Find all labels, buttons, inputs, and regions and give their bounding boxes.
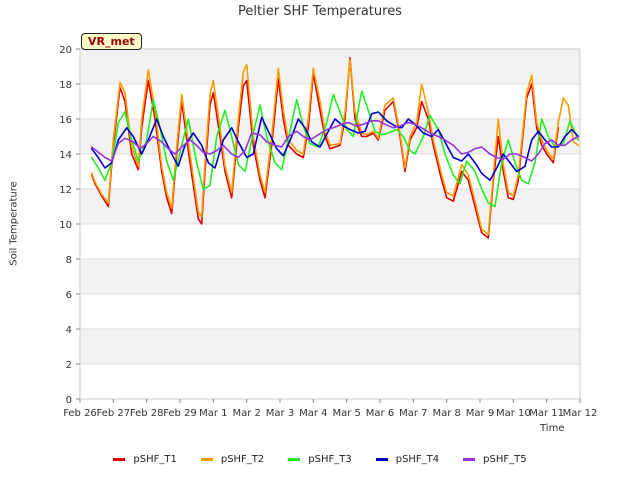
x-tick-label: Feb 27 xyxy=(97,408,131,419)
legend-swatch xyxy=(375,458,388,461)
x-tick-label: Mar 12 xyxy=(563,408,598,419)
x-tick-label: Feb 26 xyxy=(63,408,97,419)
legend-item-pSHF_T4: pSHF_T4 xyxy=(375,454,440,465)
grid-band xyxy=(80,189,580,224)
series-line-pSHF_T1 xyxy=(90,56,560,239)
y-tick-label: 14 xyxy=(59,150,72,161)
legend-label: pSHF_T4 xyxy=(395,454,440,465)
grid-band xyxy=(80,329,580,364)
legend-item-pSHF_T2: pSHF_T2 xyxy=(200,454,265,465)
y-tick-label: 4 xyxy=(66,325,72,336)
y-tick-label: 6 xyxy=(66,290,72,301)
x-tick-label: Feb 29 xyxy=(163,408,197,419)
x-tick-label: Mar 5 xyxy=(332,408,360,419)
chart-title: Peltier SHF Temperatures xyxy=(238,4,402,19)
series-line-pSHF_T5 xyxy=(90,120,580,162)
y-tick-label: 16 xyxy=(59,115,72,126)
y-tick-label: 10 xyxy=(59,220,72,231)
grid-band xyxy=(80,294,580,329)
legend: pSHF_T1 pSHF_T2 pSHF_T3 pSHF_T4 pSHF_T5 xyxy=(0,454,640,465)
x-tick-label: Mar 10 xyxy=(496,408,531,419)
x-tick-label: Mar 11 xyxy=(529,408,564,419)
legend-swatch xyxy=(113,458,126,461)
x-axis-label: Time xyxy=(540,423,565,434)
grid-band xyxy=(80,49,580,84)
grid-band xyxy=(80,259,580,294)
legend-swatch xyxy=(288,458,301,461)
y-tick-label: 18 xyxy=(59,80,72,91)
legend-label: pSHF_T5 xyxy=(483,454,527,465)
x-tick-label: Mar 2 xyxy=(232,408,260,419)
legend-item-pSHF_T3: pSHF_T3 xyxy=(288,454,352,465)
series-line-pSHF_T3 xyxy=(90,90,580,208)
legend-label: pSHF_T2 xyxy=(220,454,265,465)
y-tick-label: 8 xyxy=(66,255,72,266)
legend-label: pSHF_T3 xyxy=(308,454,352,465)
legend-swatch xyxy=(200,458,213,461)
x-tick-label: Mar 4 xyxy=(299,408,327,419)
y-tick-label: 20 xyxy=(59,45,72,56)
series-line-pSHF_T2 xyxy=(90,58,580,236)
station-badge: VR_met xyxy=(81,33,142,50)
legend-item-pSHF_T5: pSHF_T5 xyxy=(463,454,527,465)
y-tick-label: 12 xyxy=(59,185,72,196)
x-tick-label: Mar 7 xyxy=(399,408,427,419)
grid-band xyxy=(80,364,580,399)
legend-swatch xyxy=(463,458,476,461)
x-tick-label: Mar 9 xyxy=(466,408,494,419)
x-tick-label: Feb 28 xyxy=(130,408,164,419)
y-tick-label: 2 xyxy=(66,360,72,371)
grid-band xyxy=(80,224,580,259)
series-line-pSHF_T4 xyxy=(90,111,580,182)
y-tick-label: 0 xyxy=(66,395,72,406)
x-tick-label: Mar 6 xyxy=(366,408,394,419)
x-tick-label: Mar 8 xyxy=(432,408,460,419)
legend-label: pSHF_T1 xyxy=(133,454,177,465)
grid-band xyxy=(80,84,580,119)
x-tick-label: Mar 1 xyxy=(199,408,227,419)
legend-item-pSHF_T1: pSHF_T1 xyxy=(113,454,177,465)
x-tick-label: Mar 3 xyxy=(266,408,294,419)
